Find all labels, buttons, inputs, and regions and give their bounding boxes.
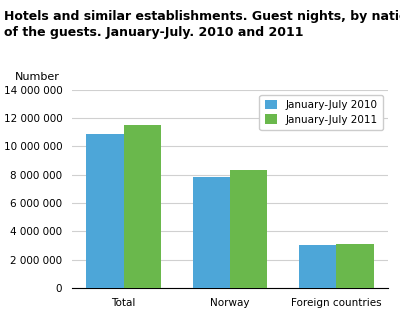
Legend: January-July 2010, January-July 2011: January-July 2010, January-July 2011 <box>260 95 383 130</box>
Text: Hotels and similar establishments. Guest nights, by nationality
of the guests. J: Hotels and similar establishments. Guest… <box>4 10 400 39</box>
Text: Number: Number <box>15 72 60 82</box>
Bar <box>299 245 336 288</box>
Bar <box>86 133 124 288</box>
Bar <box>193 177 230 288</box>
Bar <box>230 170 267 288</box>
Bar <box>336 244 374 288</box>
Bar <box>124 125 161 288</box>
